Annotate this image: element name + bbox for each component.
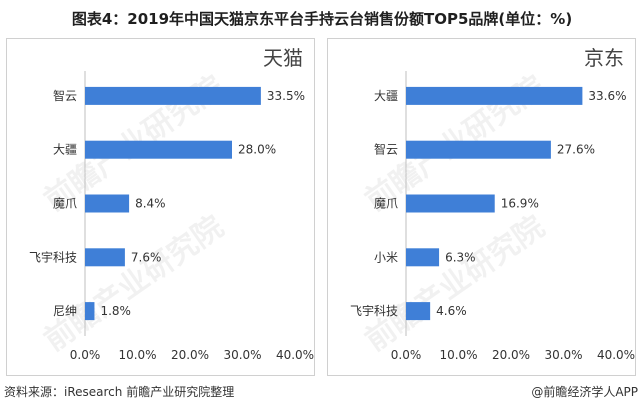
value-label: 28.0% bbox=[238, 143, 276, 157]
credit-note: @前瞻经济学人APP bbox=[531, 385, 638, 399]
panel-title: 京东 bbox=[584, 46, 624, 70]
value-label: 1.8% bbox=[100, 304, 131, 318]
value-label: 33.6% bbox=[588, 89, 626, 103]
category-label: 飞宇科技 bbox=[29, 250, 77, 264]
x-tick-label: 0.0% bbox=[70, 348, 101, 362]
value-label: 6.3% bbox=[445, 250, 476, 264]
value-label: 8.4% bbox=[135, 197, 166, 211]
value-label: 7.6% bbox=[131, 250, 162, 264]
x-tick-label: 10.0% bbox=[439, 348, 477, 362]
bar bbox=[406, 194, 495, 213]
category-label: 飞宇科技 bbox=[350, 304, 398, 318]
value-label: 16.9% bbox=[501, 197, 539, 211]
x-tick-label: 0.0% bbox=[391, 348, 422, 362]
bar bbox=[406, 140, 551, 159]
bar bbox=[85, 302, 95, 321]
value-label: 27.6% bbox=[557, 143, 595, 157]
category-label: 智云 bbox=[53, 88, 77, 103]
category-label: 大疆 bbox=[374, 89, 398, 103]
x-tick-label: 30.0% bbox=[544, 348, 582, 362]
x-tick-label: 20.0% bbox=[171, 348, 209, 362]
category-label: 小米 bbox=[374, 250, 398, 264]
bar bbox=[406, 302, 431, 321]
value-label: 4.6% bbox=[436, 304, 467, 318]
x-tick-label: 30.0% bbox=[223, 348, 261, 362]
x-tick-label: 40.0% bbox=[597, 348, 635, 362]
category-label: 智云 bbox=[374, 142, 398, 157]
category-label: 魔爪 bbox=[374, 196, 398, 211]
tmall-chart-panel: 前瞻产业研究院 前瞻产业研究院 天猫 智云 33.5% 大疆 28.0% 魔爪 8.4% 飞宇… bbox=[6, 38, 315, 376]
x-tick-label: 10.0% bbox=[118, 348, 156, 362]
category-label: 魔爪 bbox=[53, 196, 77, 211]
jd-chart-panel: 前瞻产业研究院 前瞻产业研究院 京东 大疆 33.6% 智云 27.6% 魔爪 16.9% 小… bbox=[327, 38, 636, 376]
value-label: 33.5% bbox=[267, 89, 305, 103]
source-note: 资料来源：iResearch 前瞻产业研究院整理 bbox=[4, 385, 235, 399]
panel-title: 天猫 bbox=[263, 46, 303, 70]
bar bbox=[85, 194, 130, 213]
bar bbox=[406, 86, 583, 105]
bar bbox=[85, 86, 261, 105]
bar bbox=[406, 248, 440, 267]
x-tick-label: 40.0% bbox=[276, 348, 314, 362]
category-label: 尼绅 bbox=[53, 304, 77, 318]
bar bbox=[85, 140, 232, 159]
bar bbox=[85, 248, 125, 267]
x-tick-label: 20.0% bbox=[492, 348, 530, 362]
chart-title: 图表4：2019年中国天猫京东平台手持云台销售份额TOP5品牌(单位：%) bbox=[71, 10, 573, 28]
category-label: 大疆 bbox=[53, 143, 77, 157]
